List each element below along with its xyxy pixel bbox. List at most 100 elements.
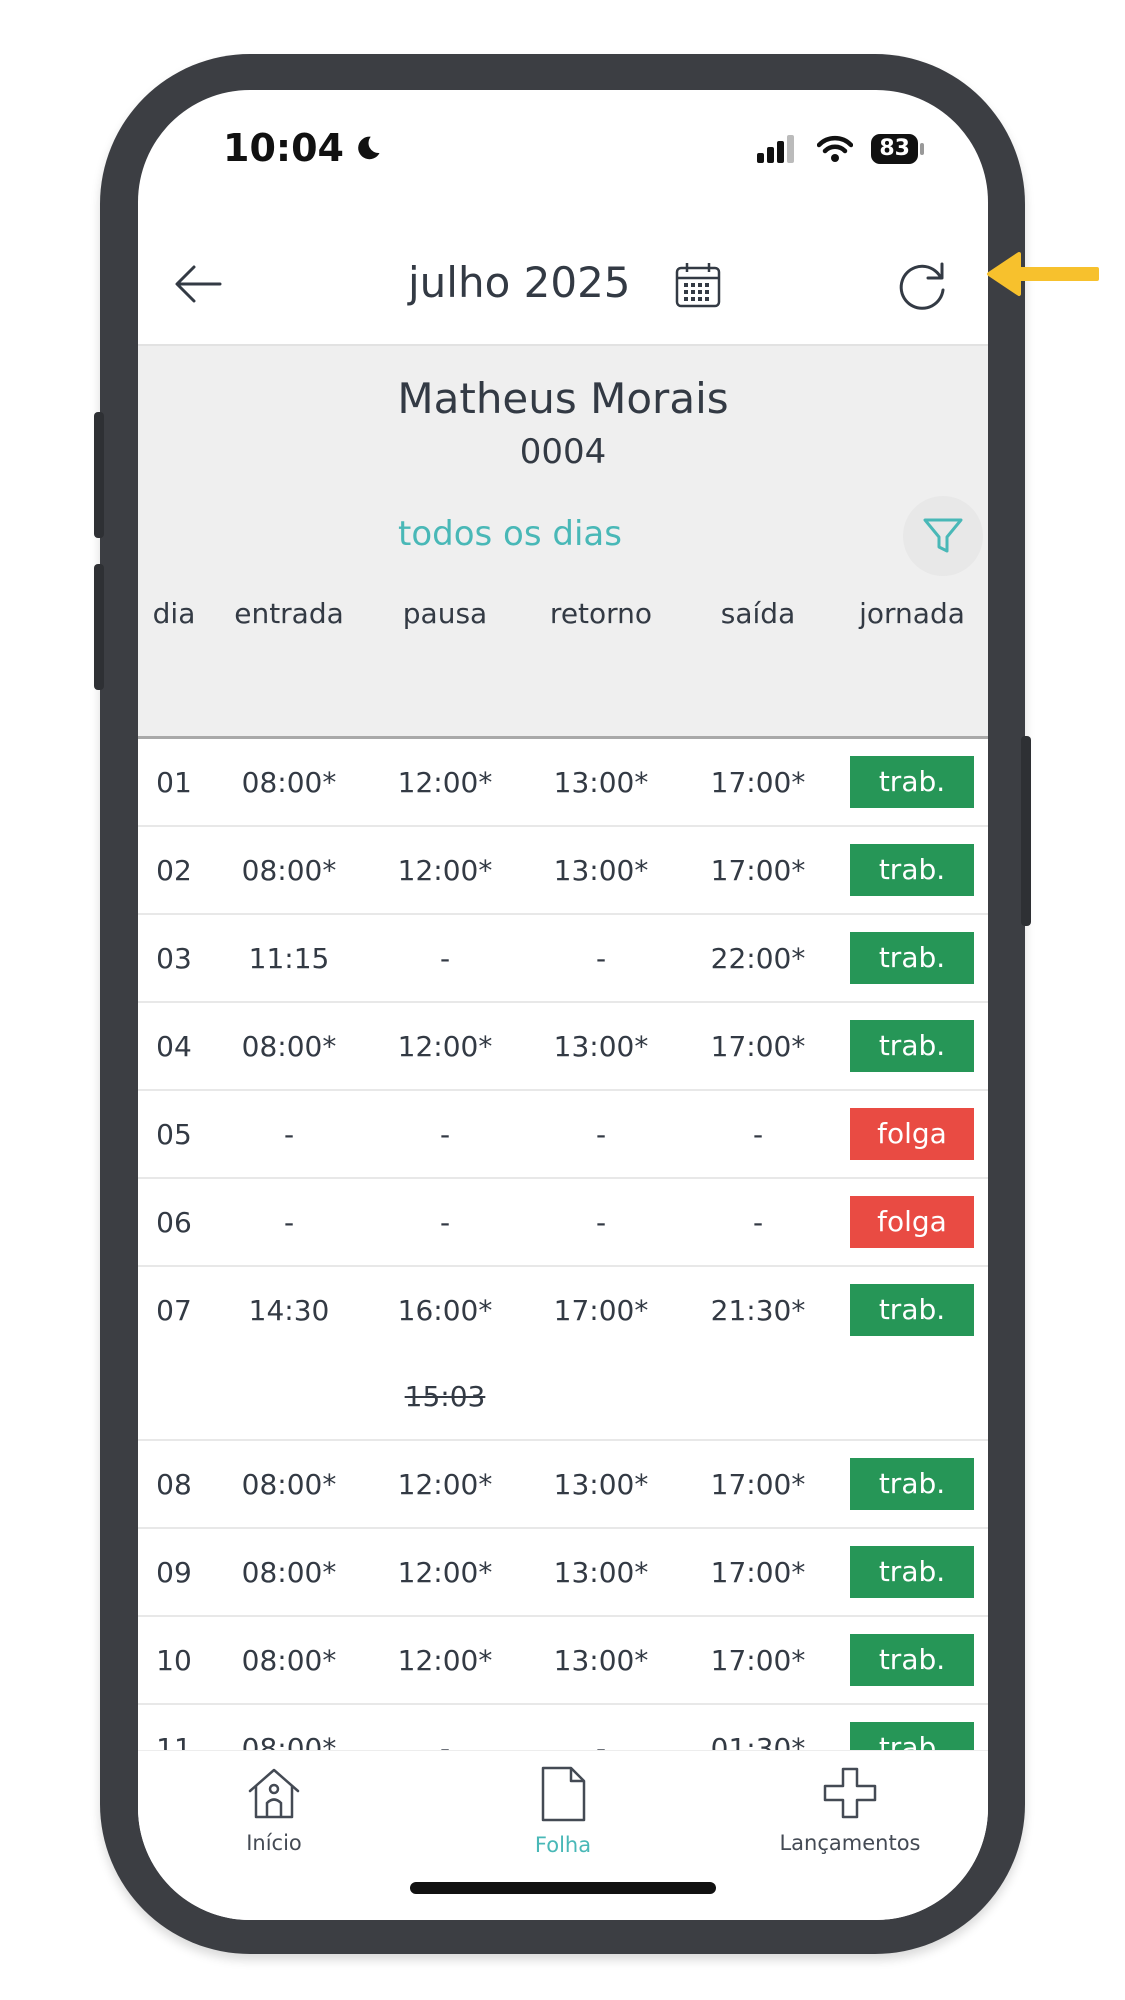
cell-entrada: 08:00* xyxy=(241,1643,337,1677)
cell-pausa: - xyxy=(439,1731,451,1765)
cell-pausa-original: 15:03 xyxy=(368,1380,522,1413)
phone-side-button xyxy=(94,412,104,538)
table-row-main: 06 - - - - folga xyxy=(138,1179,988,1265)
calendar-icon[interactable] xyxy=(673,260,723,310)
table-row[interactable]: 09 08:00* 12:00* 13:00* 17:00* trab. xyxy=(138,1529,988,1617)
cell-entrada: 08:00* xyxy=(241,1029,337,1063)
cell-retorno: - xyxy=(595,1205,607,1239)
cell-saida: 21:30* xyxy=(710,1293,806,1327)
column-header-retorno: retorno xyxy=(549,597,653,630)
battery-level: 83 xyxy=(871,134,918,164)
filter-button[interactable] xyxy=(903,496,983,576)
table-row[interactable]: 02 08:00* 12:00* 13:00* 17:00* trab. xyxy=(138,827,988,915)
cell-dia: 06 xyxy=(156,1205,192,1239)
home-icon xyxy=(248,1768,300,1819)
column-header-jornada: jornada xyxy=(859,597,965,630)
jornada-badge: folga xyxy=(850,1108,974,1160)
table-row[interactable]: 08 08:00* 12:00* 13:00* 17:00* trab. xyxy=(138,1441,988,1529)
cell-pausa: 12:00* xyxy=(397,853,493,887)
signal-icon xyxy=(757,135,795,163)
cell-dia: 03 xyxy=(156,941,192,975)
cell-retorno: 13:00* xyxy=(553,765,649,799)
cell-pausa: - xyxy=(439,941,451,975)
cell-retorno: 13:00* xyxy=(553,1643,649,1677)
table-row[interactable]: 06 - - - - folga xyxy=(138,1179,988,1267)
cell-jornada: folga xyxy=(836,1108,988,1160)
back-arrow-icon[interactable] xyxy=(168,254,228,314)
table-row-main: 10 08:00* 12:00* 13:00* 17:00* trab. xyxy=(138,1617,988,1703)
cell-retorno: 13:00* xyxy=(553,1555,649,1589)
status-time-text: 10:04 xyxy=(223,126,344,170)
cell-retorno: - xyxy=(595,1731,607,1765)
cell-saida: - xyxy=(752,1117,764,1151)
month-title[interactable]: julho 2025 xyxy=(408,258,631,307)
annotation-arrow-icon xyxy=(987,252,1099,296)
table-row[interactable]: 10 08:00* 12:00* 13:00* 17:00* trab. xyxy=(138,1617,988,1705)
table-row-main: 08 08:00* 12:00* 13:00* 17:00* trab. xyxy=(138,1441,988,1527)
nav-item-lancamentos[interactable]: Lançamentos xyxy=(750,1765,950,1855)
column-header-pausa: pausa xyxy=(402,597,488,630)
cell-dia: 10 xyxy=(156,1643,192,1677)
table-row[interactable]: 05 - - - - folga xyxy=(138,1091,988,1179)
nav-label-inicio: Início xyxy=(246,1831,302,1855)
cell-saida: 17:00* xyxy=(710,1029,806,1063)
table-row-main: 07 14:30 16:00* 17:00* 21:30* trab. xyxy=(138,1267,988,1353)
cell-pausa: 16:00* xyxy=(397,1293,493,1327)
table-header: dia entrada pausa retorno saída jornada xyxy=(138,590,988,638)
table-row-main: 02 08:00* 12:00* 13:00* 17:00* trab. xyxy=(138,827,988,913)
bottom-navigation: Início Folha Lançamentos xyxy=(138,1750,988,1920)
cell-dia: 02 xyxy=(156,853,192,887)
employee-code: 0004 xyxy=(519,432,607,472)
cell-entrada: 14:30 xyxy=(248,1293,330,1327)
nav-item-inicio[interactable]: Início xyxy=(174,1765,374,1855)
cell-saida: 17:00* xyxy=(710,1643,806,1677)
cell-dia: 01 xyxy=(156,765,192,799)
document-icon xyxy=(541,1766,586,1822)
struck-original-time: 15:03 xyxy=(404,1379,486,1413)
cell-retorno: 13:00* xyxy=(553,1467,649,1501)
cell-entrada: 08:00* xyxy=(241,853,337,887)
home-indicator xyxy=(410,1882,716,1894)
cell-saida: 17:00* xyxy=(710,1555,806,1589)
table-row[interactable]: 07 14:30 16:00* 17:00* 21:30* trab. 15:03 xyxy=(138,1267,988,1441)
cell-jornada: trab. xyxy=(836,844,988,896)
cell-saida: 17:00* xyxy=(710,765,806,799)
cell-retorno: - xyxy=(595,1117,607,1151)
cell-jornada: trab. xyxy=(836,1020,988,1072)
cell-dia: 07 xyxy=(156,1293,192,1327)
column-header-dia: dia xyxy=(152,597,196,630)
employee-name: Matheus Morais xyxy=(397,374,729,423)
filter-label[interactable]: todos os dias xyxy=(398,514,622,554)
timesheet-table[interactable]: 01 08:00* 12:00* 13:00* 17:00* trab. 02 08:00* 1… xyxy=(138,739,988,1839)
nav-item-folha[interactable]: Folha xyxy=(463,1765,663,1857)
cell-retorno: 17:00* xyxy=(553,1293,649,1327)
jornada-badge: folga xyxy=(850,1196,974,1248)
phone-side-button xyxy=(94,564,104,690)
cell-saida: 17:00* xyxy=(710,1467,806,1501)
cell-pausa: 12:00* xyxy=(397,1467,493,1501)
jornada-badge: trab. xyxy=(850,1458,974,1510)
table-row[interactable]: 04 08:00* 12:00* 13:00* 17:00* trab. xyxy=(138,1003,988,1091)
moon-icon xyxy=(358,136,380,160)
refresh-icon[interactable] xyxy=(892,254,952,314)
battery-tip xyxy=(920,143,924,155)
cell-entrada: 11:15 xyxy=(248,941,330,975)
jornada-badge: trab. xyxy=(850,756,974,808)
plus-icon xyxy=(823,1767,877,1819)
cell-retorno: 13:00* xyxy=(553,1029,649,1063)
cell-pausa: - xyxy=(439,1117,451,1151)
jornada-badge: trab. xyxy=(850,844,974,896)
cell-saida: 17:00* xyxy=(710,853,806,887)
cell-jornada: trab. xyxy=(836,1546,988,1598)
cell-retorno: 13:00* xyxy=(553,853,649,887)
filter-icon xyxy=(923,518,963,553)
table-row[interactable]: 03 11:15 - - 22:00* trab. xyxy=(138,915,988,1003)
app-screen: 10:04 83 julho 2025 xyxy=(138,90,988,1920)
app-header: julho 2025 xyxy=(138,220,988,346)
table-row[interactable]: 01 08:00* 12:00* 13:00* 17:00* trab. xyxy=(138,739,988,827)
cell-retorno: - xyxy=(595,941,607,975)
cell-pausa: 12:00* xyxy=(397,1555,493,1589)
jornada-badge: trab. xyxy=(850,932,974,984)
table-row-main: 05 - - - - folga xyxy=(138,1091,988,1177)
cell-pausa: 12:00* xyxy=(397,1643,493,1677)
